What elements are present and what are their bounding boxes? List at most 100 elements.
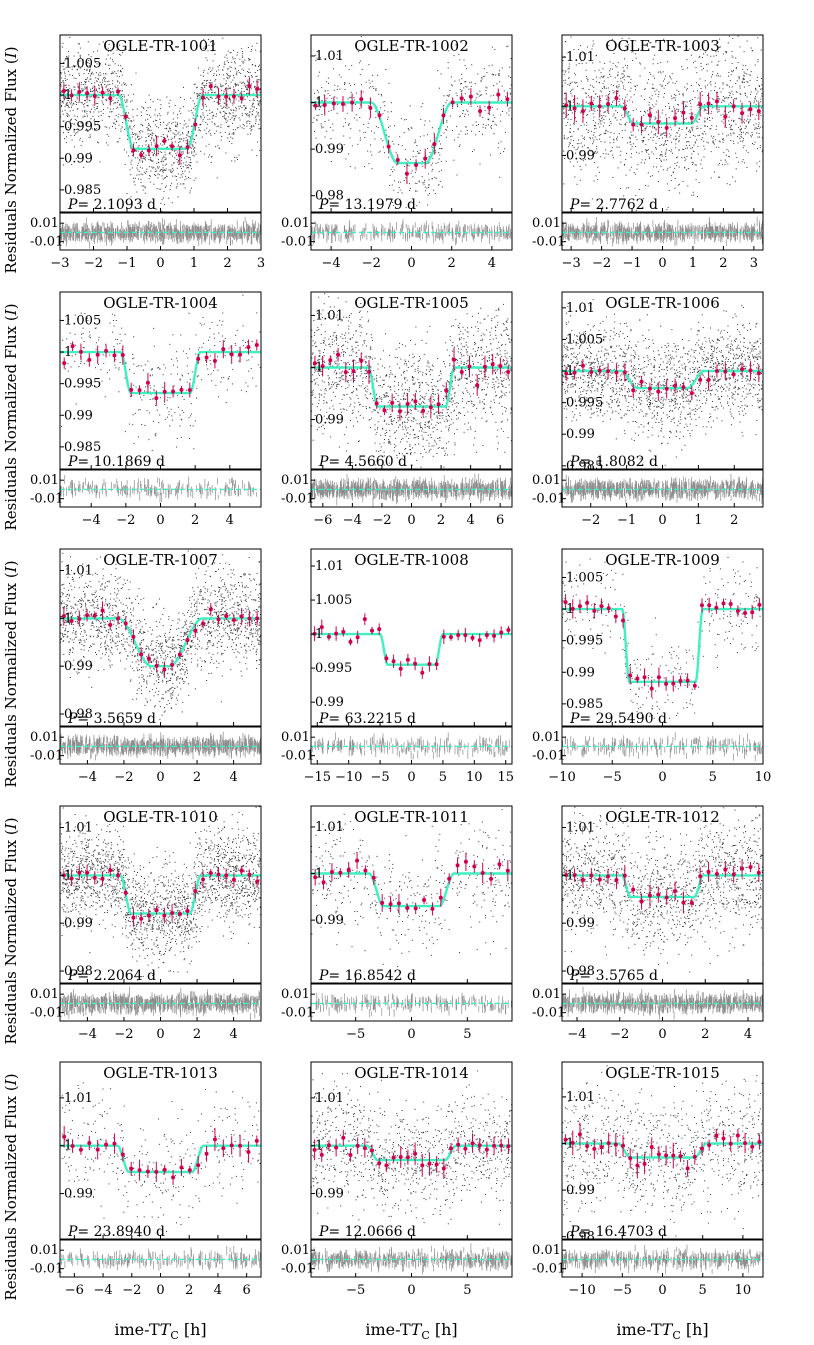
data-point <box>165 177 166 179</box>
data-point <box>244 59 246 61</box>
data-point <box>200 116 202 118</box>
data-point <box>201 108 203 110</box>
data-point <box>174 175 176 177</box>
data-point <box>229 96 231 98</box>
data-point <box>758 128 760 130</box>
data-point <box>375 87 377 89</box>
data-point <box>318 96 320 97</box>
data-point <box>491 127 493 129</box>
data-point <box>727 42 729 44</box>
binned-point <box>450 100 455 105</box>
data-point <box>586 77 588 79</box>
data-point <box>484 110 486 112</box>
data-point <box>739 93 741 95</box>
x-tick-label: 0 <box>407 256 415 271</box>
data-point <box>80 102 82 103</box>
data-point <box>461 83 462 84</box>
data-point <box>743 119 745 121</box>
data-point <box>704 109 706 111</box>
data-point <box>232 58 234 60</box>
data-point <box>593 162 595 164</box>
data-point <box>632 60 634 61</box>
data-point <box>211 111 213 113</box>
data-point <box>71 104 73 106</box>
data-point <box>188 171 190 173</box>
data-point <box>368 163 370 165</box>
data-point <box>473 14 474 15</box>
data-point <box>616 93 618 95</box>
data-point <box>95 57 97 59</box>
data-point <box>760 78 762 79</box>
data-point <box>393 180 395 182</box>
data-point <box>108 135 110 137</box>
data-point <box>423 135 425 137</box>
data-point <box>114 71 116 73</box>
data-point <box>210 156 212 158</box>
data-point <box>80 122 82 124</box>
data-point <box>649 126 651 127</box>
data-point <box>569 124 571 126</box>
x-tick-label: −1 <box>117 256 136 271</box>
data-point <box>498 73 500 74</box>
data-point <box>586 122 588 124</box>
data-point <box>749 119 751 121</box>
data-point <box>577 128 579 130</box>
data-point <box>750 91 752 93</box>
data-point <box>123 84 125 86</box>
raw-data-points <box>312 14 512 209</box>
data-point <box>220 105 222 107</box>
data-point <box>654 90 656 92</box>
data-point <box>691 194 693 196</box>
data-point <box>77 86 79 88</box>
data-point <box>509 66 511 68</box>
data-point <box>166 96 168 98</box>
data-point <box>118 104 120 106</box>
data-point <box>151 152 153 154</box>
data-point <box>160 169 161 171</box>
data-point <box>218 148 220 150</box>
data-point <box>361 84 362 86</box>
data-point <box>665 114 667 116</box>
data-point <box>610 132 612 133</box>
data-point <box>226 73 228 75</box>
data-point <box>101 119 103 121</box>
data-point <box>175 152 177 154</box>
data-point <box>188 131 189 133</box>
data-point <box>695 120 697 122</box>
data-point <box>133 142 135 144</box>
data-point <box>195 134 197 136</box>
data-point <box>635 40 637 42</box>
data-point <box>65 80 67 82</box>
data-point <box>690 127 692 129</box>
residual-y-tick-label: 0.01 <box>30 216 59 231</box>
data-point <box>259 119 261 121</box>
data-point <box>682 93 684 95</box>
data-point <box>229 52 231 54</box>
data-point <box>82 140 84 142</box>
data-point <box>642 137 644 139</box>
data-point <box>166 163 168 165</box>
data-point <box>653 153 655 155</box>
data-point <box>349 85 351 87</box>
data-point <box>661 84 663 86</box>
data-point <box>359 117 361 118</box>
data-point <box>98 115 100 117</box>
data-point <box>115 86 117 88</box>
data-point <box>112 88 114 90</box>
data-point <box>438 158 440 160</box>
data-point <box>161 183 163 185</box>
data-point <box>258 86 259 88</box>
data-point <box>576 97 578 99</box>
data-point <box>646 151 648 153</box>
data-point <box>658 93 660 95</box>
data-point <box>139 151 141 153</box>
data-point <box>481 78 483 80</box>
data-point <box>119 70 121 72</box>
data-point <box>718 176 720 178</box>
data-point <box>109 57 111 59</box>
data-point <box>167 113 169 115</box>
data-point <box>107 90 109 92</box>
data-point <box>73 86 75 88</box>
data-point <box>569 82 571 84</box>
data-point <box>327 150 329 152</box>
